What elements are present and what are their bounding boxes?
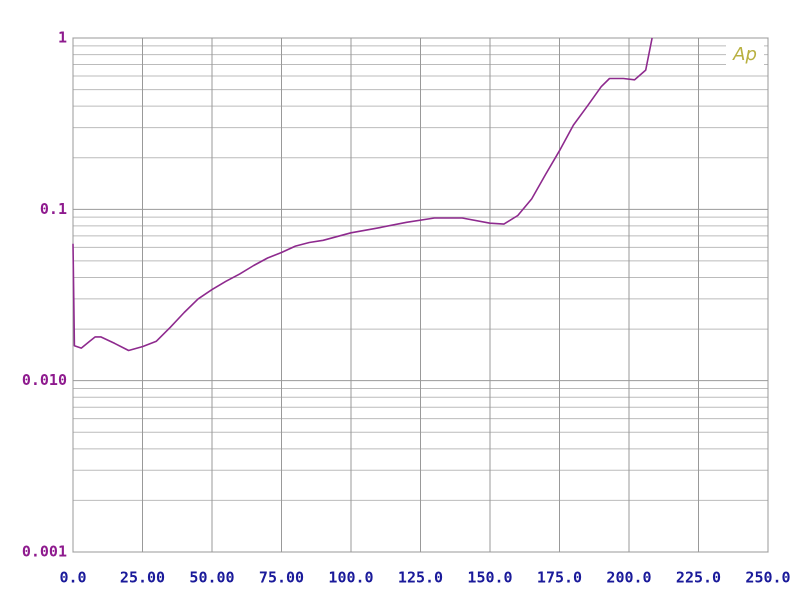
x-tick-label: 50.00 [189, 569, 234, 587]
x-tick-label: 150.0 [467, 569, 512, 587]
data-line [72, 37, 653, 352]
y-tick-label: 0.001 [22, 543, 67, 561]
x-tick-label: 0.0 [59, 569, 86, 587]
y-tick-label: 0.010 [22, 371, 67, 389]
x-tick-label: 200.0 [606, 569, 651, 587]
x-tick-label: 250.0 [745, 569, 790, 587]
y-tick-label: 0.1 [40, 200, 67, 218]
y-tick-label: 1 [58, 29, 67, 47]
x-tick-label: 25.00 [120, 569, 165, 587]
x-tick-label: 125.0 [398, 569, 443, 587]
logo: Ap [732, 44, 757, 65]
x-tick-label: 175.0 [537, 569, 582, 587]
x-tick-label: 75.00 [259, 569, 304, 587]
x-tick-label: 100.0 [328, 569, 373, 587]
x-tick-label: 225.0 [676, 569, 721, 587]
logo-box [726, 42, 764, 66]
